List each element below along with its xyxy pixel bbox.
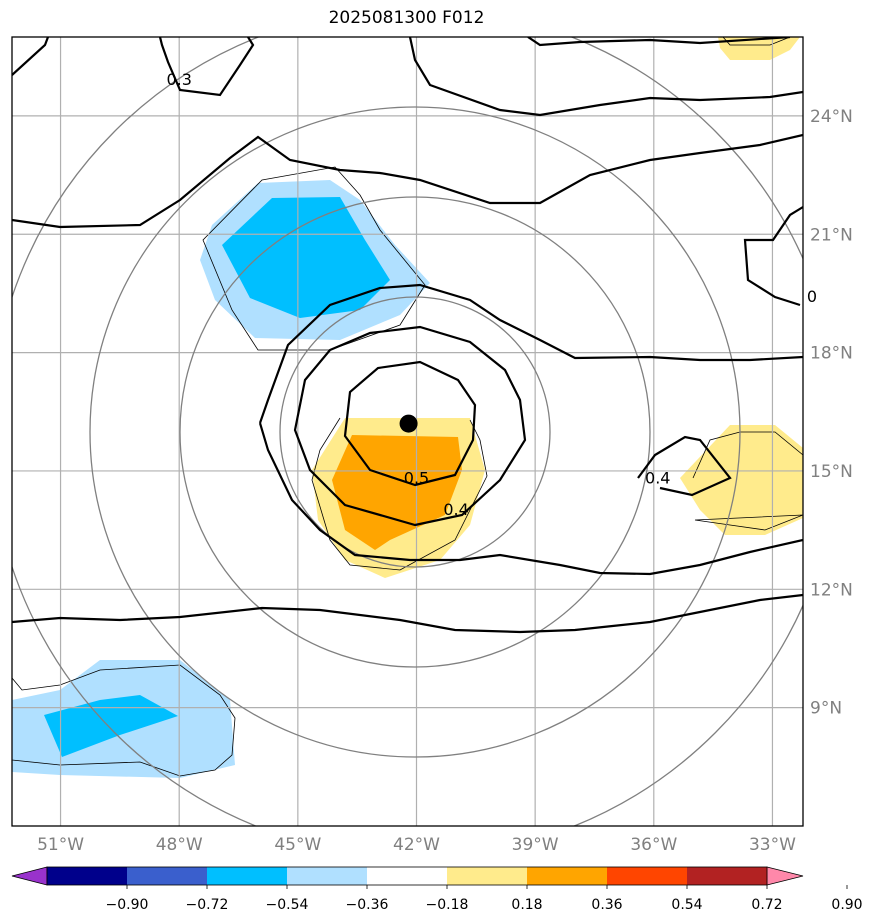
longitude-tick-label: 36°W	[630, 835, 677, 855]
colorbar-tick-label: 0.54	[671, 897, 702, 913]
colorbar-frame	[46, 866, 768, 886]
contour-labels: 0.3 0.5 0.4 0.4 0	[166, 70, 817, 519]
longitude-tick-label: 51°W	[37, 835, 84, 855]
contour-label: 0.4	[645, 468, 670, 487]
range-ring	[279, 296, 551, 568]
contour-label: 0.4	[443, 500, 468, 519]
range-ring	[179, 196, 651, 668]
contour-label: 0.5	[404, 468, 429, 487]
latitude-labels: 9°N 12°N 15°N 18°N 21°N 24°N	[810, 107, 853, 719]
colorbar-segment	[127, 867, 208, 885]
colorbar-tick-label: −0.18	[426, 897, 469, 913]
contour-line	[293, 325, 527, 527]
colorbar-tick-label: −0.72	[186, 897, 229, 913]
contour-line	[527, 37, 791, 47]
range-ring	[89, 106, 741, 758]
colorbar-segment	[47, 867, 128, 885]
latitude-tick-label: 21°N	[810, 225, 853, 245]
longitude-tick-label: 45°W	[274, 835, 321, 855]
anomaly-outline	[311, 417, 488, 571]
positive-anomaly-light	[680, 425, 803, 535]
latitude-tick-label: 9°N	[810, 699, 842, 719]
negative-anomaly-dark	[222, 197, 390, 318]
contour-line	[743, 206, 803, 307]
contour-line	[258, 422, 803, 576]
gridlines	[12, 37, 803, 826]
longitude-tick-label: 42°W	[393, 835, 440, 855]
longitude-tick-label: 33°W	[749, 835, 796, 855]
colorbar-tick-label: −0.36	[346, 897, 389, 913]
colorbar-extend-high	[766, 866, 804, 886]
colorbar-segment	[367, 867, 448, 885]
latitude-tick-label: 12°N	[810, 580, 853, 600]
map-frame	[11, 36, 804, 827]
contour-line	[343, 360, 477, 487]
colorbar-tick-label: 0.36	[591, 897, 622, 913]
colorbar-tick-label: 0.18	[511, 897, 542, 913]
shading-layer	[12, 37, 803, 778]
colorbar-tick-label: 0.90	[831, 897, 862, 913]
longitude-labels: 51°W 48°W 45°W 42°W 39°W 36°W 33°W	[37, 835, 796, 855]
colorbar-segment	[687, 867, 768, 885]
colorbar-tick-label: 0.72	[751, 897, 782, 913]
latitude-tick-label: 15°N	[810, 462, 853, 482]
range-rings	[12, 37, 803, 826]
contour-line	[12, 37, 50, 76]
contour-line	[158, 37, 255, 97]
colorbar-tick-label: −0.54	[266, 897, 309, 913]
contour-line	[637, 435, 732, 497]
contour-label: 0.3	[166, 70, 191, 89]
map-title: 2025081300 F012	[328, 8, 485, 28]
contour-label: 0	[807, 287, 817, 306]
contour-line	[12, 593, 803, 634]
colorbar-segment	[207, 867, 288, 885]
colorbar-segment	[607, 867, 688, 885]
colorbar-tick-label: −0.90	[106, 897, 149, 913]
contour-lines	[12, 37, 803, 634]
contour-line	[408, 37, 803, 117]
colorbar-segment	[527, 867, 608, 885]
colorbar: −0.90 −0.72 −0.54 −0.36 −0.18 0.18 0.36 0.54 0.7…	[11, 866, 863, 913]
anomaly-outline	[202, 166, 426, 351]
longitude-tick-label: 39°W	[512, 835, 559, 855]
colorbar-segment	[287, 867, 368, 885]
contour-line	[258, 283, 803, 424]
colorbar-extend-low	[11, 866, 48, 886]
storm-center-marker	[399, 414, 418, 433]
latitude-tick-label: 24°N	[810, 107, 853, 127]
negative-anomaly-dark	[44, 695, 178, 757]
colorbar-segment	[447, 867, 528, 885]
positive-anomaly-light	[718, 37, 800, 60]
contour-line	[12, 133, 803, 229]
longitude-tick-label: 48°W	[156, 835, 203, 855]
latitude-tick-label: 18°N	[810, 344, 853, 364]
